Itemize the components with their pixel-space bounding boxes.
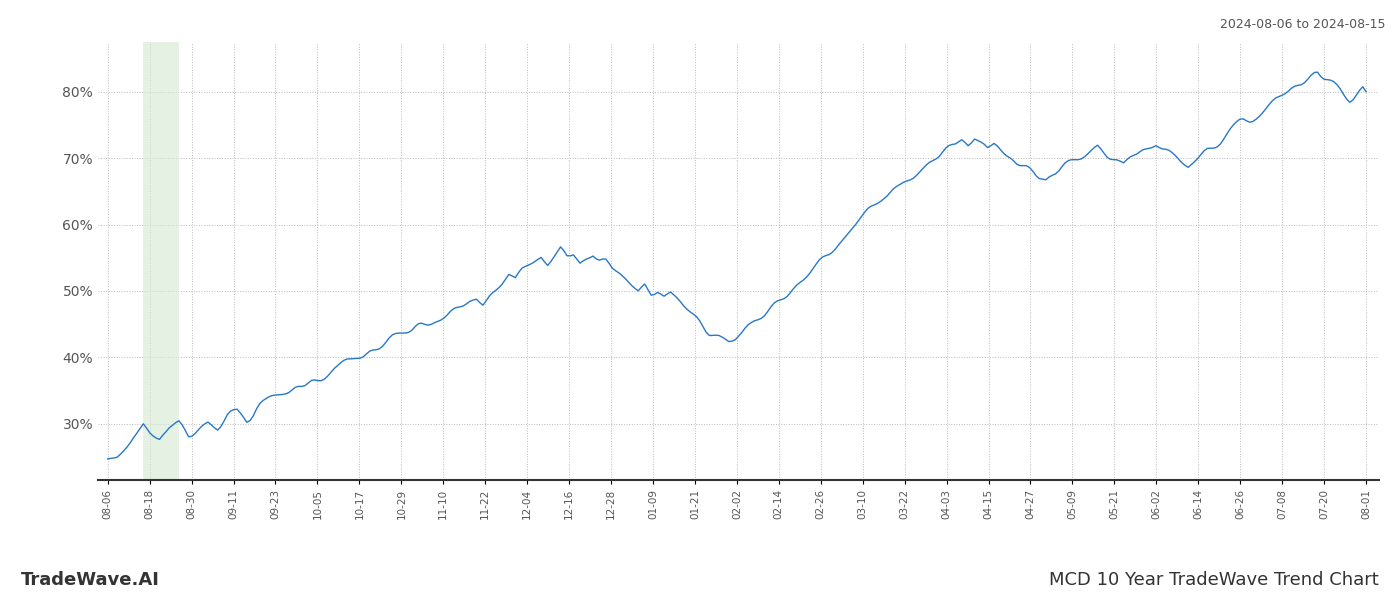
Text: TradeWave.AI: TradeWave.AI (21, 571, 160, 589)
Bar (143, 42, 179, 480)
Text: 2024-08-06 to 2024-08-15: 2024-08-06 to 2024-08-15 (1221, 18, 1386, 31)
Text: MCD 10 Year TradeWave Trend Chart: MCD 10 Year TradeWave Trend Chart (1049, 571, 1379, 589)
